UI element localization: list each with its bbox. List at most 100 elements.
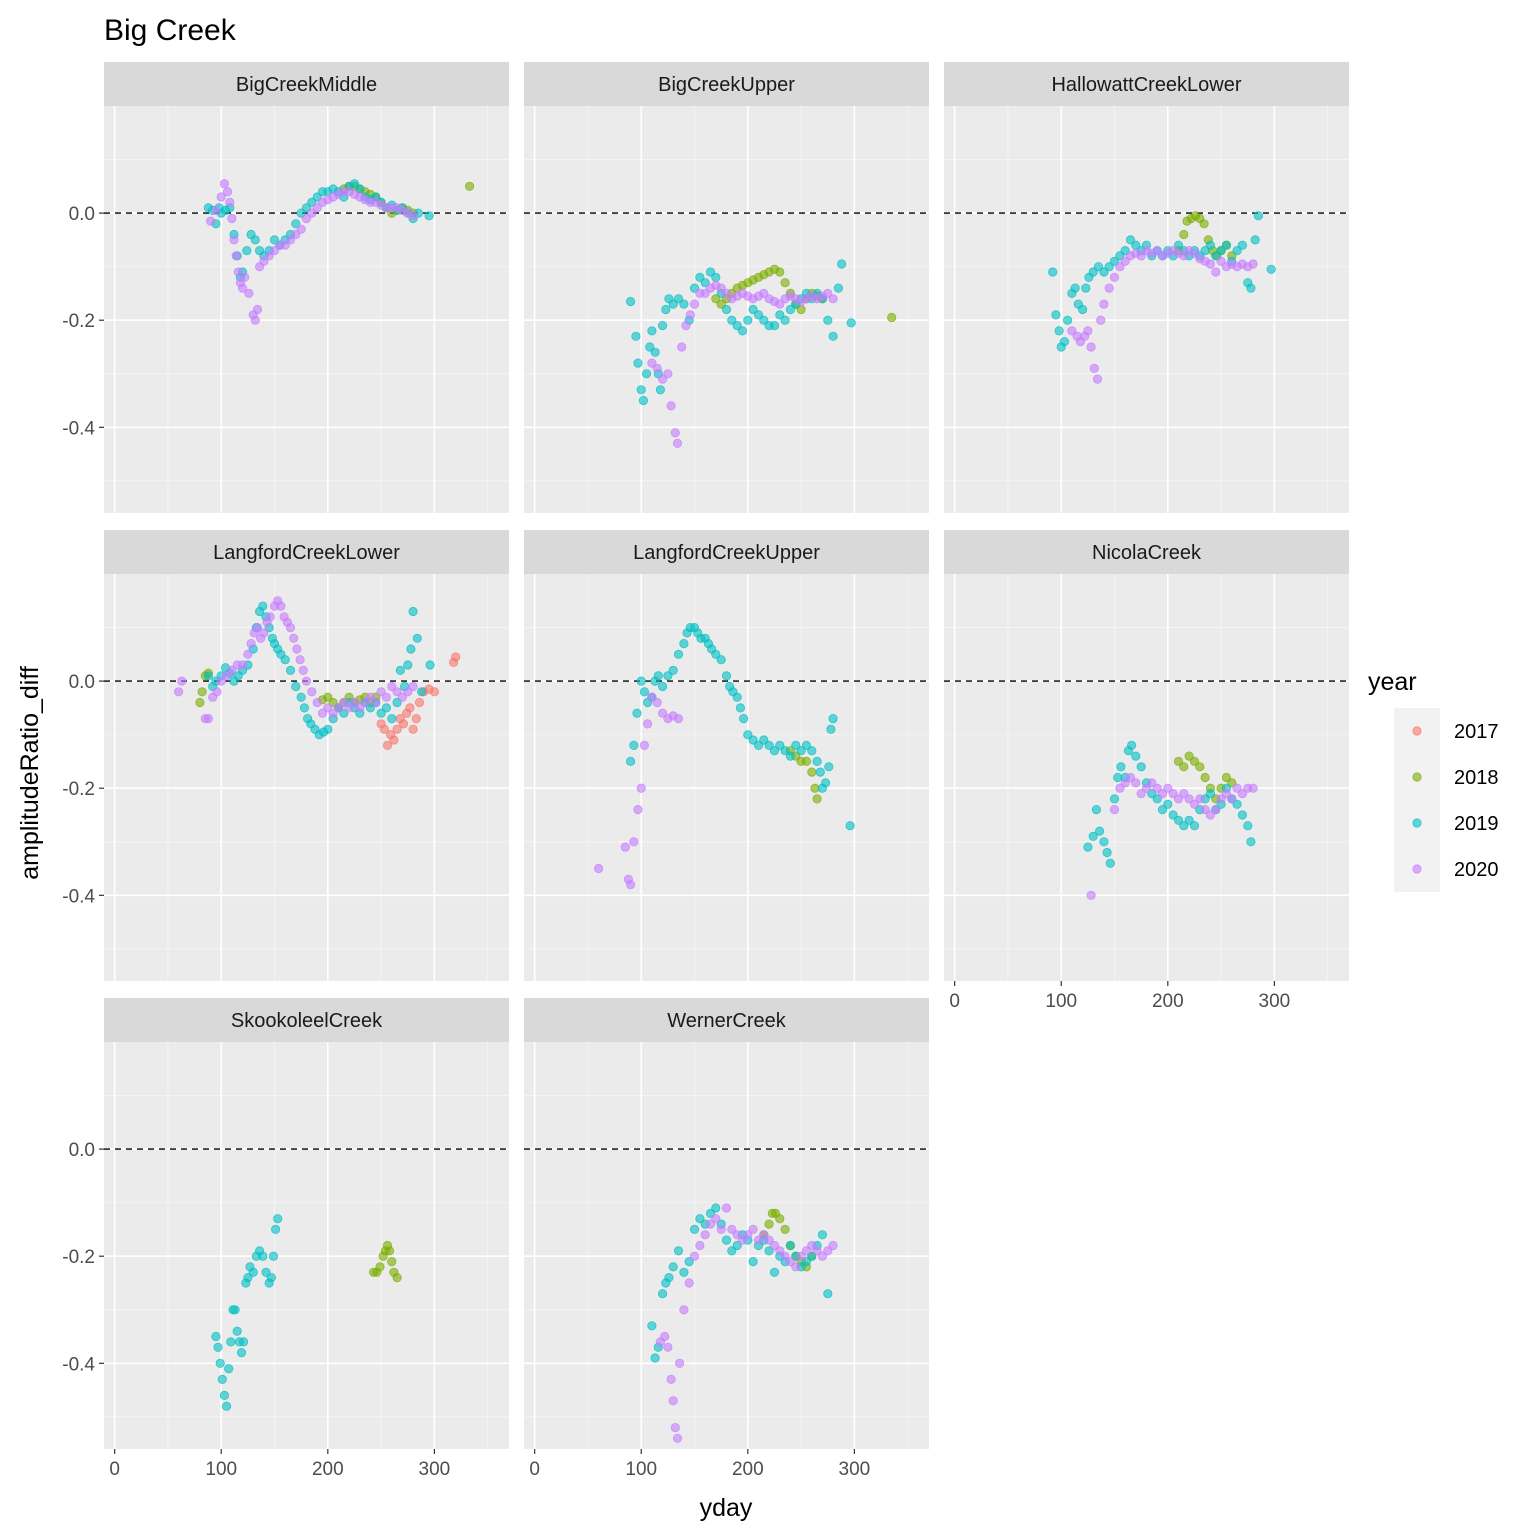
data-point [246,638,256,649]
data-point [1205,788,1216,799]
data-point [1081,283,1091,293]
data-point [1246,837,1256,847]
x-tick-label: 100 [205,1459,237,1480]
y-tick-label: -0.2 [62,779,95,800]
panel-WernerCreek: WernerCreek 0 100 200 300 [524,998,929,1480]
data-point [629,837,639,847]
facet-strip [944,530,1349,574]
data-point [828,1240,838,1251]
data-point [382,740,393,751]
panel-background [104,574,509,981]
data-point [721,1235,732,1245]
data-point [1102,847,1112,858]
legend-label: 2017 [1454,721,1499,743]
data-point [769,1267,780,1277]
data-point [743,315,753,325]
data-point [657,681,668,692]
series-2019 [625,259,856,406]
series-2019 [1083,740,1256,868]
data-point [219,179,229,189]
data-point [1248,783,1258,793]
data-point [625,756,636,767]
data-point [1227,794,1237,804]
y-tick-label: 0.0 [69,204,95,225]
data-point [836,259,847,269]
y-axis-title: amplitudeRatio_diff [16,666,44,880]
data-point [405,703,415,713]
data-point [408,606,418,617]
data-point [780,278,790,288]
data-point [323,724,333,734]
data-point [381,703,391,713]
y-tick-label: 0.0 [69,1140,95,1161]
data-point [392,724,402,734]
data-point [307,197,317,207]
legend: year 2017 2018 2019 2020 [1368,668,1499,892]
x-tick-label: 0 [109,1459,120,1480]
data-point [641,369,652,379]
data-point [711,1203,721,1213]
data-point [828,331,838,341]
data-point [375,1262,385,1272]
data-point [823,315,833,325]
data-point [593,863,604,874]
data-point [250,315,260,325]
data-point [807,746,817,756]
data-point [727,315,737,325]
data-point [636,676,646,686]
data-point [1184,794,1194,804]
x-axis-title: yday [700,1494,753,1522]
data-point [633,358,643,368]
data-point [226,1337,236,1347]
data-point [225,197,235,207]
data-point [824,762,834,772]
data-point [672,1433,683,1443]
data-point [1086,890,1096,900]
data-point [223,187,233,197]
data-point [668,1396,678,1406]
x-tick-label: 0 [529,1459,540,1480]
data-point [700,1230,710,1240]
data-point [1109,804,1120,815]
data-point [732,692,742,702]
data-point [1237,810,1248,820]
data-point [681,320,691,331]
data-point [1089,363,1099,373]
data-point [657,1289,668,1299]
x-tick-label: 200 [732,1459,764,1480]
data-point [748,735,758,745]
y-tick-label: -0.4 [62,886,95,907]
data-point [780,1224,790,1235]
data-point [820,778,831,788]
data-point [307,687,317,697]
data-point [1205,240,1216,250]
data-point [258,1251,268,1261]
data-point [406,644,416,654]
data-point [801,1246,812,1256]
x-tick-label: 300 [419,1459,451,1480]
y-tick-label: -0.2 [62,1247,95,1268]
data-point [408,681,418,692]
x-tick-label: 300 [839,1459,871,1480]
data-point [414,697,425,708]
data-point [1131,778,1141,788]
data-point [1048,267,1058,277]
legend-label: 2020 [1454,859,1499,881]
data-point [689,1251,700,1261]
data-point [387,1257,397,1267]
data-point [1189,821,1200,831]
panel-NicolaCreek: NicolaCreek 0 100 200 300 [944,530,1349,1012]
facet-strip [944,62,1349,106]
data-point [270,1224,281,1235]
data-point [280,655,290,665]
data-point [416,687,427,697]
data-point [650,1353,660,1363]
data-point [666,401,676,411]
data-point [1088,831,1098,842]
data-point [1211,804,1221,815]
data-point [668,1262,678,1272]
data-point [213,1342,223,1352]
data-point [629,740,639,751]
data-point [679,299,689,309]
